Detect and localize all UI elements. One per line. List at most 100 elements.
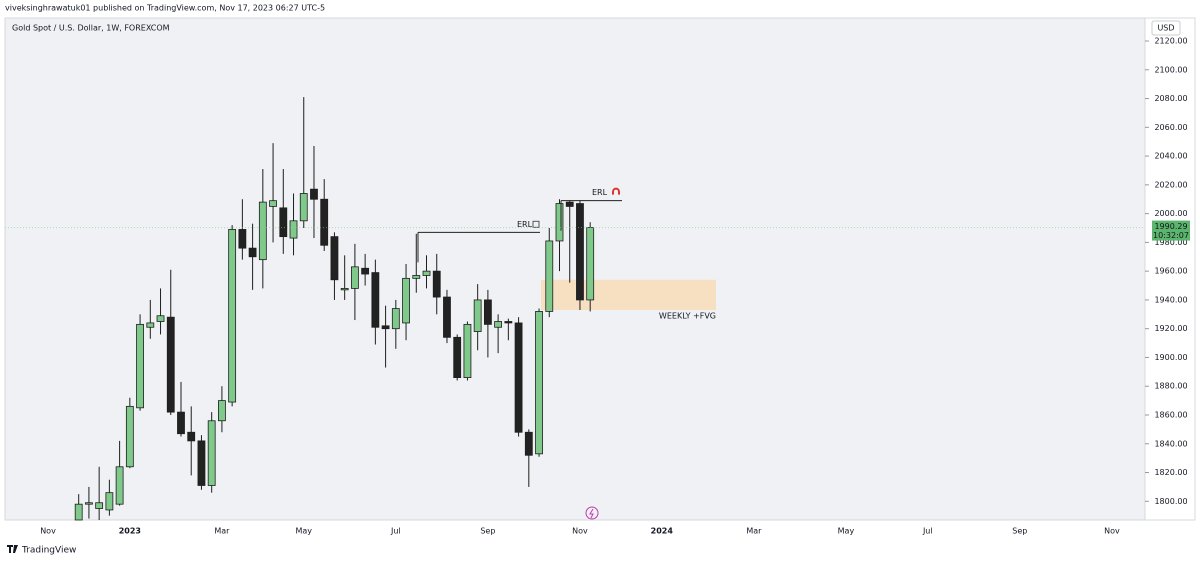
candle-body [279,207,288,238]
candle-body [228,229,237,403]
erl-label: ERL [592,188,608,197]
x-tick-label: May [295,527,312,536]
candle-body [310,188,318,200]
y-tick-label: 2120.00 [1154,37,1187,46]
y-tick-label: 1840.00 [1154,439,1187,448]
candle-body [207,420,216,486]
candle-body [289,220,298,239]
candle-body [391,308,400,330]
last-price-box [1152,220,1190,241]
candle-body [218,400,226,422]
candle-body [371,272,380,328]
x-tick-label: Mar [746,527,762,536]
candle-body [463,323,472,378]
magnet-icon [612,187,620,195]
x-tick-label: 2024 [651,527,674,536]
candle-body [422,270,431,276]
y-tick-label: 1920.00 [1154,324,1187,333]
y-tick-label: 1900.00 [1154,353,1187,362]
publisher-line: viveksinghrawatuk01 published on Trading… [5,4,325,13]
candle-body [197,440,206,486]
x-tick-label: Nov [572,527,588,536]
candle-body [494,321,503,328]
candle-body [238,229,247,249]
y-tick-label: 1940.00 [1154,295,1187,304]
candle-body [146,322,155,328]
y-tick-label: 2080.00 [1154,94,1187,103]
fvg-label: WEEKLY +FVG [659,311,716,320]
candle-body [258,201,267,261]
candle-body [248,247,257,258]
symbol-title: Gold Spot / U.S. Dollar, 1W, FOREXCOM [12,24,170,33]
event-icon-bolt [589,508,594,519]
x-tick-label: Nov [40,527,56,536]
candle-body [95,502,104,509]
x-tick-label: Jul [390,527,401,536]
candle-body [514,322,523,433]
candle-body [504,321,513,324]
candle-body [269,200,277,207]
x-tick-label: Nov [1104,527,1120,536]
last-price: 1990.29 [1154,222,1187,231]
x-tick-label: May [838,527,855,536]
y-tick-label: 1800.00 [1154,497,1187,506]
y-tick-label: 1860.00 [1154,410,1187,419]
plot-area [4,17,1146,521]
candle-body [115,466,124,505]
candle-body [576,203,584,301]
candle-body [85,502,93,505]
y-tick-label: 1880.00 [1154,382,1187,391]
candle-body [524,431,533,456]
candle-body [320,198,329,246]
candle-body [545,240,554,312]
y-tick-label: 1960.00 [1154,267,1187,276]
candle-body [565,201,574,207]
x-tick-label: Jul [922,527,933,536]
candle-body [473,299,482,332]
y-tick-label: 2000.00 [1154,209,1187,218]
fvg-zone [541,279,716,310]
brand: TradingView [21,546,76,556]
x-tick-label: Sep [480,527,495,536]
countdown: 10:32:07 [1153,231,1189,240]
y-tick-label: 2060.00 [1154,123,1187,132]
candle-body [187,431,196,442]
candle-body [330,236,339,281]
candle-body [125,405,134,468]
y-tick-label: 2100.00 [1154,65,1187,74]
candle-body [74,503,83,521]
y-tick-label: 1980.00 [1154,238,1187,247]
x-tick-label: 2023 [119,527,141,536]
candle-body [483,299,492,325]
price-axis [1144,17,1196,521]
event-icon [585,506,599,520]
brand-logo [7,545,18,553]
candle-body [402,277,410,324]
candle-body [443,296,451,338]
erl-label: ERL [517,220,533,229]
candle-body [299,193,308,222]
candle-body [586,227,595,301]
candle-body [105,492,114,511]
candle-body [350,266,359,289]
candle-body [340,288,349,291]
y-tick-label: 2040.00 [1154,152,1187,161]
candle-body [453,336,462,378]
candle-body [156,315,165,322]
candle-body [535,311,543,455]
currency-box [1151,20,1181,36]
x-tick-label: Mar [214,527,230,536]
candle-body [177,411,185,435]
candle-body [381,325,390,330]
candle-body [166,316,175,413]
candle-body [555,203,564,242]
y-tick-label: 2020.00 [1154,180,1187,189]
y-tick-label: 1820.00 [1154,468,1187,477]
candle-body [432,270,441,298]
candle-body [361,267,370,275]
x-tick-label: Sep [1012,527,1027,536]
candle-body [136,323,144,409]
currency: USD [1157,24,1174,33]
candle-body [412,275,421,279]
